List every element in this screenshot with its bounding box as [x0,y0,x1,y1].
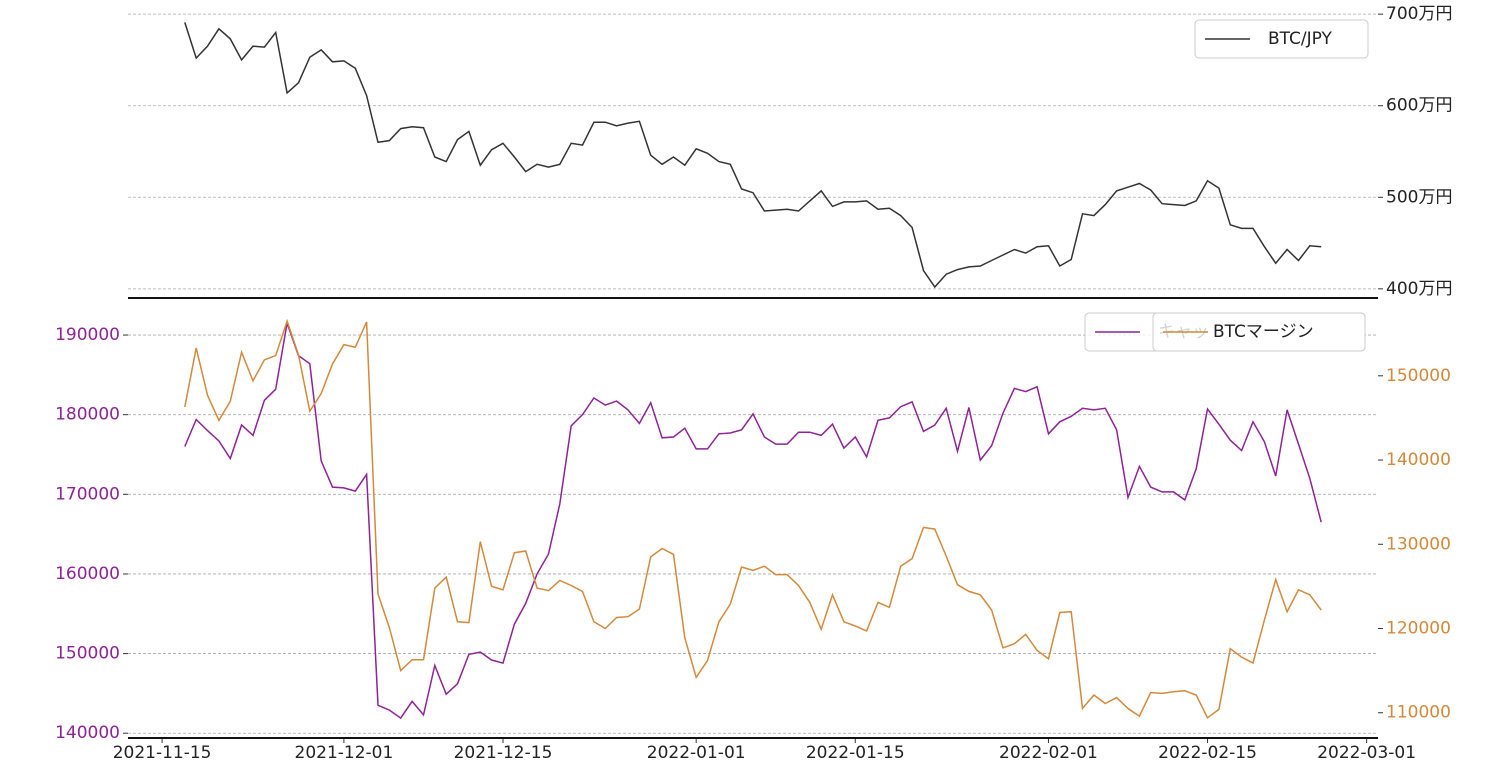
y-tick-label: 160000 [55,564,120,584]
y-tick-label: 170000 [55,484,120,504]
y-tick-label: 600万円 [1386,96,1452,116]
series-line [184,318,1322,719]
series-line [184,320,1322,720]
y-tick-label: 700万円 [1386,4,1452,24]
y-tick-label: 180000 [55,405,120,425]
legend-box [1194,19,1369,59]
y-tick-label: 140000 [55,723,120,743]
y-tick-label: 500万円 [1386,187,1452,207]
y2-tick-label: 130000 [1386,534,1451,554]
x-tick-label: 2022-02-01 [999,743,1098,763]
legend-label: BTC/JPY [1268,29,1333,49]
y-tick-label: 190000 [55,325,120,345]
x-tick-label: 2022-03-01 [1317,743,1416,763]
x-tick-label: 2021-12-01 [295,743,394,763]
y2-tick-label: 110000 [1386,703,1451,723]
x-tick-label: 2022-01-15 [806,743,905,763]
y2-tick-label: 120000 [1386,619,1451,639]
x-tick-label: 2021-11-15 [113,743,212,763]
y-tick-label: 150000 [55,644,120,664]
y-tick-label: 400万円 [1386,279,1452,299]
x-tick-label: 2022-02-15 [1158,743,1257,763]
x-tick-label: 2021-12-15 [454,743,553,763]
legend-label: BTCマージン [1213,322,1314,342]
y2-tick-label: 140000 [1386,450,1451,470]
x-tick-label: 2022-01-01 [647,743,746,763]
legend-box [1152,312,1366,352]
y2-tick-label: 150000 [1386,366,1451,386]
series-line [184,22,1322,289]
